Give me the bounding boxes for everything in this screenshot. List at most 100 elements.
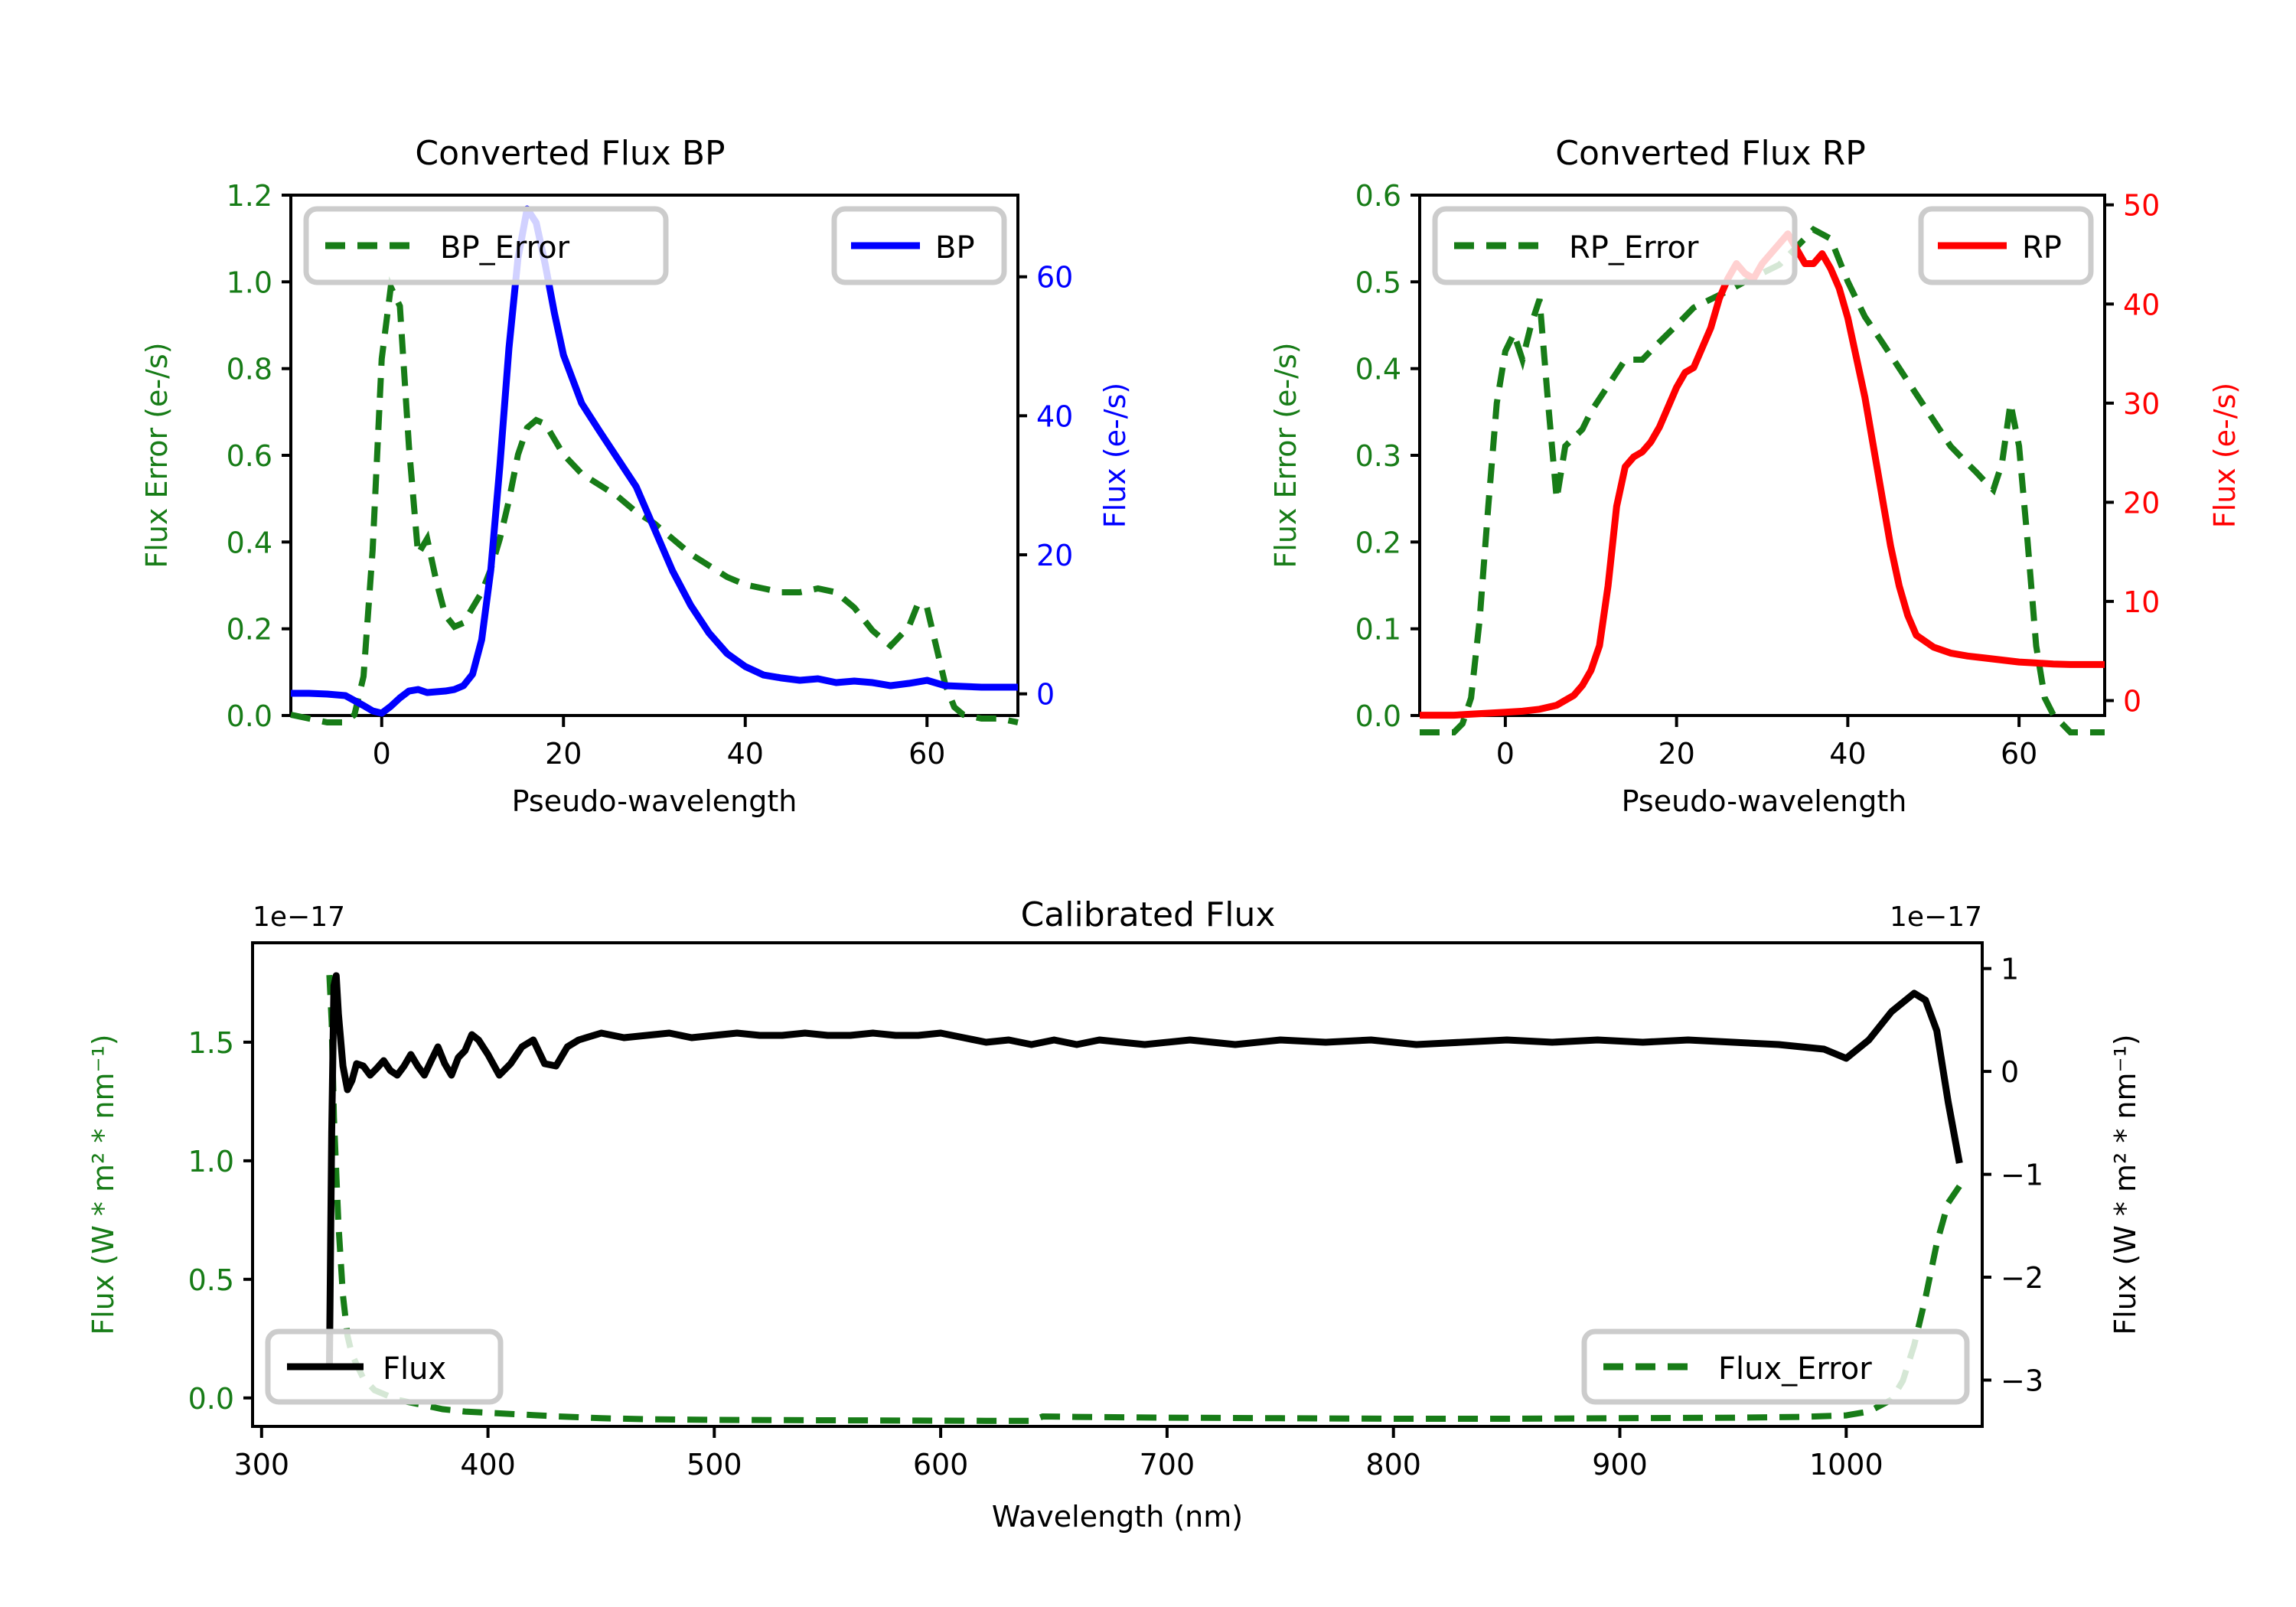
rp-right-ticklabels: 0 10 20 30 40 50 xyxy=(2123,189,2160,719)
bp-right-axis-label: Flux (e-/s) xyxy=(1098,383,1132,528)
svg-text:20: 20 xyxy=(1036,539,1073,572)
svg-text:0: 0 xyxy=(373,737,391,771)
panel-converted-flux-bp: Converted Flux BP 0.0 0.2 0.4 0.6 0.8 1.… xyxy=(0,0,1148,826)
cal-left-ticks xyxy=(243,1040,253,1400)
panel-calibrated-flux: Calibrated Flux 1e−17 1e−17 0.0 0.5 1.0 … xyxy=(0,826,2296,1607)
svg-text:1.0: 1.0 xyxy=(227,266,272,299)
svg-text:0.2: 0.2 xyxy=(1355,526,1401,559)
svg-text:0.6: 0.6 xyxy=(227,439,272,473)
bp-error-legend[interactable]: BP_Error xyxy=(303,206,669,285)
svg-text:−1: −1 xyxy=(2001,1159,2043,1192)
cal-right-ticklabels: −3 −2 −1 0 1 xyxy=(2001,953,2043,1398)
svg-text:1: 1 xyxy=(2001,953,2019,986)
rp-x-ticklabels: 0 20 40 60 xyxy=(1496,737,2038,771)
bp-x-axis-label: Pseudo-wavelength xyxy=(512,784,797,818)
rp-left-ticklabels: 0.0 0.1 0.2 0.3 0.4 0.5 0.6 xyxy=(1355,179,1401,733)
svg-text:0.4: 0.4 xyxy=(227,526,272,559)
rp-x-ticks xyxy=(1503,715,2021,727)
svg-text:20: 20 xyxy=(545,737,582,771)
svg-text:30: 30 xyxy=(2123,387,2160,421)
cal-error-legend[interactable]: Flux_Error xyxy=(1581,1328,1970,1405)
svg-text:800: 800 xyxy=(1365,1448,1421,1482)
svg-text:40: 40 xyxy=(727,737,764,771)
svg-text:1000: 1000 xyxy=(1809,1448,1883,1482)
svg-text:−2: −2 xyxy=(2001,1261,2043,1295)
rp-left-ticks xyxy=(1411,194,1420,717)
svg-text:0.5: 0.5 xyxy=(1355,266,1401,299)
cal-x-axis-label: Wavelength (nm) xyxy=(992,1500,1243,1534)
cal-plot-frame xyxy=(251,941,1984,1428)
svg-text:0.0: 0.0 xyxy=(188,1382,234,1416)
svg-text:900: 900 xyxy=(1592,1448,1648,1482)
svg-text:0.8: 0.8 xyxy=(227,353,272,386)
rp-right-ticks xyxy=(2105,203,2114,702)
svg-text:60: 60 xyxy=(1036,261,1073,295)
svg-text:0.3: 0.3 xyxy=(1355,439,1401,473)
cal-x-ticklabels: 300 400 500 600 700 800 900 1000 xyxy=(234,1448,1883,1482)
svg-text:0: 0 xyxy=(1036,678,1055,712)
svg-text:0.0: 0.0 xyxy=(1355,699,1401,733)
bp-flux-curve xyxy=(291,205,1018,717)
bp-error-curve xyxy=(290,275,1019,725)
svg-text:60: 60 xyxy=(2001,737,2037,771)
rp-error-legend[interactable]: RP_Error xyxy=(1432,206,1798,285)
svg-text:700: 700 xyxy=(1140,1448,1195,1482)
svg-text:20: 20 xyxy=(2123,486,2160,520)
rp-right-axis-label: Flux (e-/s) xyxy=(2208,383,2242,528)
cal-error-legend-label: Flux_Error xyxy=(1718,1351,1872,1387)
svg-text:1.2: 1.2 xyxy=(227,179,272,213)
svg-text:300: 300 xyxy=(234,1448,290,1482)
svg-text:40: 40 xyxy=(2123,288,2160,321)
rp-series-group xyxy=(1420,226,2105,735)
svg-text:0.4: 0.4 xyxy=(1355,353,1401,386)
bp-svg: Converted Flux BP 0.0 0.2 0.4 0.6 0.8 1.… xyxy=(140,134,1132,818)
rp-error-legend-label: RP_Error xyxy=(1569,230,1699,266)
bp-x-ticklabels: 0 20 40 60 xyxy=(373,737,946,771)
rp-x-axis-label: Pseudo-wavelength xyxy=(1622,784,1907,818)
bp-left-ticks xyxy=(282,194,291,717)
bp-series-group xyxy=(290,205,1019,725)
bp-right-ticklabels: 0 20 40 60 xyxy=(1036,261,1073,712)
svg-text:0.2: 0.2 xyxy=(227,613,272,647)
cal-series-group xyxy=(325,972,1963,1424)
svg-text:500: 500 xyxy=(687,1448,742,1482)
bp-x-ticks xyxy=(380,715,929,727)
svg-text:60: 60 xyxy=(908,737,945,771)
cal-right-ticks xyxy=(1982,966,1991,1382)
cal-error-curve xyxy=(326,975,1962,1424)
rp-flux-legend[interactable]: RP xyxy=(1918,206,2094,285)
rp-svg: Converted Flux RP 0.0 0.1 0.2 0.3 0.4 0.… xyxy=(1269,134,2242,818)
bp-flux-legend-label: BP xyxy=(935,230,975,266)
svg-text:0: 0 xyxy=(2123,685,2141,719)
cal-x-ticks xyxy=(259,1426,1848,1438)
bp-flux-legend[interactable]: BP xyxy=(831,206,1007,285)
cal-left-ticklabels: 0.0 0.5 1.0 1.5 xyxy=(188,1026,234,1416)
cal-left-axis-label: Flux (W * m² * nm⁻¹) xyxy=(86,1034,120,1335)
bp-left-ticklabels: 0.0 0.2 0.4 0.6 0.8 1.0 1.2 xyxy=(227,179,272,733)
svg-text:600: 600 xyxy=(913,1448,969,1482)
svg-text:40: 40 xyxy=(1829,737,1866,771)
svg-text:0.0: 0.0 xyxy=(227,699,272,733)
bp-error-legend-label: BP_Error xyxy=(440,230,570,266)
rp-title: Converted Flux RP xyxy=(1555,134,1866,173)
cal-flux-legend[interactable]: Flux xyxy=(265,1328,504,1405)
cal-right-offset-text: 1e−17 xyxy=(1890,901,1982,933)
bp-title: Converted Flux BP xyxy=(415,134,725,173)
svg-text:40: 40 xyxy=(1036,399,1073,433)
svg-text:1.5: 1.5 xyxy=(188,1026,234,1060)
svg-text:10: 10 xyxy=(2123,585,2160,619)
bp-left-axis-label: Flux Error (e-/s) xyxy=(140,342,174,568)
rp-flux-curve xyxy=(1420,230,2105,719)
rp-left-axis-label: Flux Error (e-/s) xyxy=(1269,342,1303,568)
svg-text:0.5: 0.5 xyxy=(188,1263,234,1297)
svg-text:50: 50 xyxy=(2123,189,2160,223)
svg-text:0: 0 xyxy=(1496,737,1515,771)
svg-text:−3: −3 xyxy=(2001,1364,2043,1398)
cal-left-offset-text: 1e−17 xyxy=(253,901,345,933)
svg-text:20: 20 xyxy=(1658,737,1694,771)
panel-converted-flux-rp: Converted Flux RP 0.0 0.1 0.2 0.3 0.4 0.… xyxy=(1148,0,2296,826)
bp-right-ticks xyxy=(1018,275,1027,696)
cal-flux-legend-label: Flux xyxy=(383,1351,446,1387)
cal-title: Calibrated Flux xyxy=(1021,895,1276,934)
rp-error-curve xyxy=(1420,226,2105,735)
